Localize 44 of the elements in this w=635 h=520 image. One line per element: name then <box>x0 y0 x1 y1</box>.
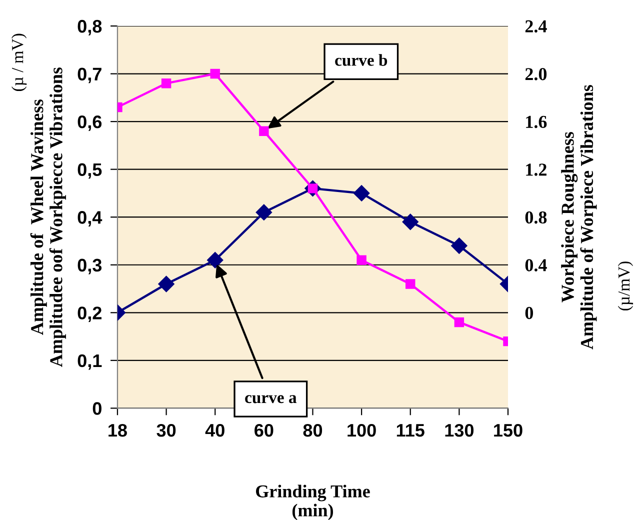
annotation: curve a <box>245 395 297 404</box>
point <box>210 68 220 79</box>
x-tick-label: 40 <box>205 424 224 437</box>
y2-tick-label: 1.6 <box>526 116 547 128</box>
x-tick-label: 100 <box>348 424 376 437</box>
point <box>402 214 418 230</box>
point <box>454 317 464 328</box>
y-tick-label: 0,1 <box>78 354 102 370</box>
y2-tick-label: 2.4 <box>525 20 547 33</box>
x-tick-label: 18 <box>108 424 127 437</box>
y-tick-label: 0,3 <box>78 258 102 274</box>
text: (µ/mV) <box>618 262 634 310</box>
y-tick-label: 0,5 <box>78 163 102 179</box>
x-tick-label: 60 <box>254 424 274 437</box>
y2-tick-label: 0 <box>525 306 534 320</box>
x-tick-label: 30 <box>156 424 176 437</box>
y-tick-label: 0,2 <box>78 306 102 322</box>
y-tick-label: 0,8 <box>78 20 102 36</box>
point <box>451 238 468 254</box>
y2-tick-label: 2.0 <box>525 68 547 80</box>
point <box>356 255 366 265</box>
x-tick-label: 115 <box>396 424 424 437</box>
point <box>158 276 174 292</box>
point <box>259 126 269 136</box>
point <box>207 252 224 268</box>
point <box>406 279 416 289</box>
y2-tick-label: 1.2 <box>526 164 546 176</box>
y-axis-title: Amplitude of Wheel Waviness Amplitudee oof Workpiecce Vibrations <box>30 67 66 367</box>
point <box>161 78 172 88</box>
x-axis-title: Grinding Time (min) <box>256 484 370 520</box>
annotation: curve b <box>335 54 388 66</box>
text: (µ / mV) <box>11 34 27 91</box>
y-tick-label: 0,6 <box>78 115 102 131</box>
x-tick-label: 130 <box>445 424 474 437</box>
point <box>256 204 272 220</box>
x-tick-label: 80 <box>303 424 322 437</box>
y-tick-label: 0 <box>92 402 102 415</box>
y2-axis-title: Workpiece Roughness Amplitude of Worpiece Vibrations <box>561 85 597 350</box>
y-tick-label: 0,7 <box>78 68 102 84</box>
y2-tick-label: 0.8 <box>525 211 547 224</box>
point <box>353 185 370 202</box>
y2-tick-label: 0.4 <box>525 259 547 272</box>
y-tick-label: 0,4 <box>78 211 102 226</box>
x-tick-label: 150 <box>494 424 522 437</box>
